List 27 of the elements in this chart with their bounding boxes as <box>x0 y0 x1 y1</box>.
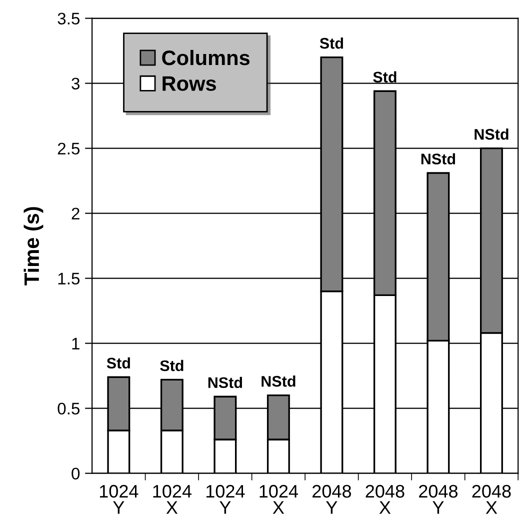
y-tick-label: 1 <box>72 338 80 350</box>
data-label: Std <box>373 71 396 83</box>
y-tick-label: 2 <box>72 208 80 220</box>
data-label: NStd <box>208 376 242 388</box>
data-label: NStd <box>262 376 296 387</box>
y-tick-label: 3 <box>72 78 80 90</box>
x-tick-label: 2048 Y <box>312 484 352 514</box>
y-tick-label: 3.5 <box>58 12 80 25</box>
y-tick-label: 0 <box>72 468 80 480</box>
x-tick-label: 1024 Y <box>100 484 138 514</box>
x-tick-label: 1024 X <box>260 484 298 514</box>
y-axis-title: Time (s) <box>24 207 44 286</box>
y-tick-label: 1.5 <box>58 272 80 285</box>
legend-label: Columns <box>162 50 250 66</box>
x-tick-label: 2048 X <box>472 484 511 514</box>
x-tick-label: 2048 Y <box>419 484 458 514</box>
x-tick-label: 1024 X <box>153 484 192 514</box>
x-tick-label: 2048 X <box>366 484 404 514</box>
data-label: Std <box>106 357 130 369</box>
y-tick-label: 0.5 <box>58 402 80 415</box>
data-label: NStd <box>421 153 456 164</box>
data-label: NStd <box>474 128 508 140</box>
legend-label: Rows <box>162 76 216 91</box>
x-tick-label: 1024 Y <box>206 484 245 514</box>
data-label: Std <box>320 38 344 49</box>
data-label: Std <box>160 360 184 372</box>
y-tick-label: 2.5 <box>58 142 80 155</box>
